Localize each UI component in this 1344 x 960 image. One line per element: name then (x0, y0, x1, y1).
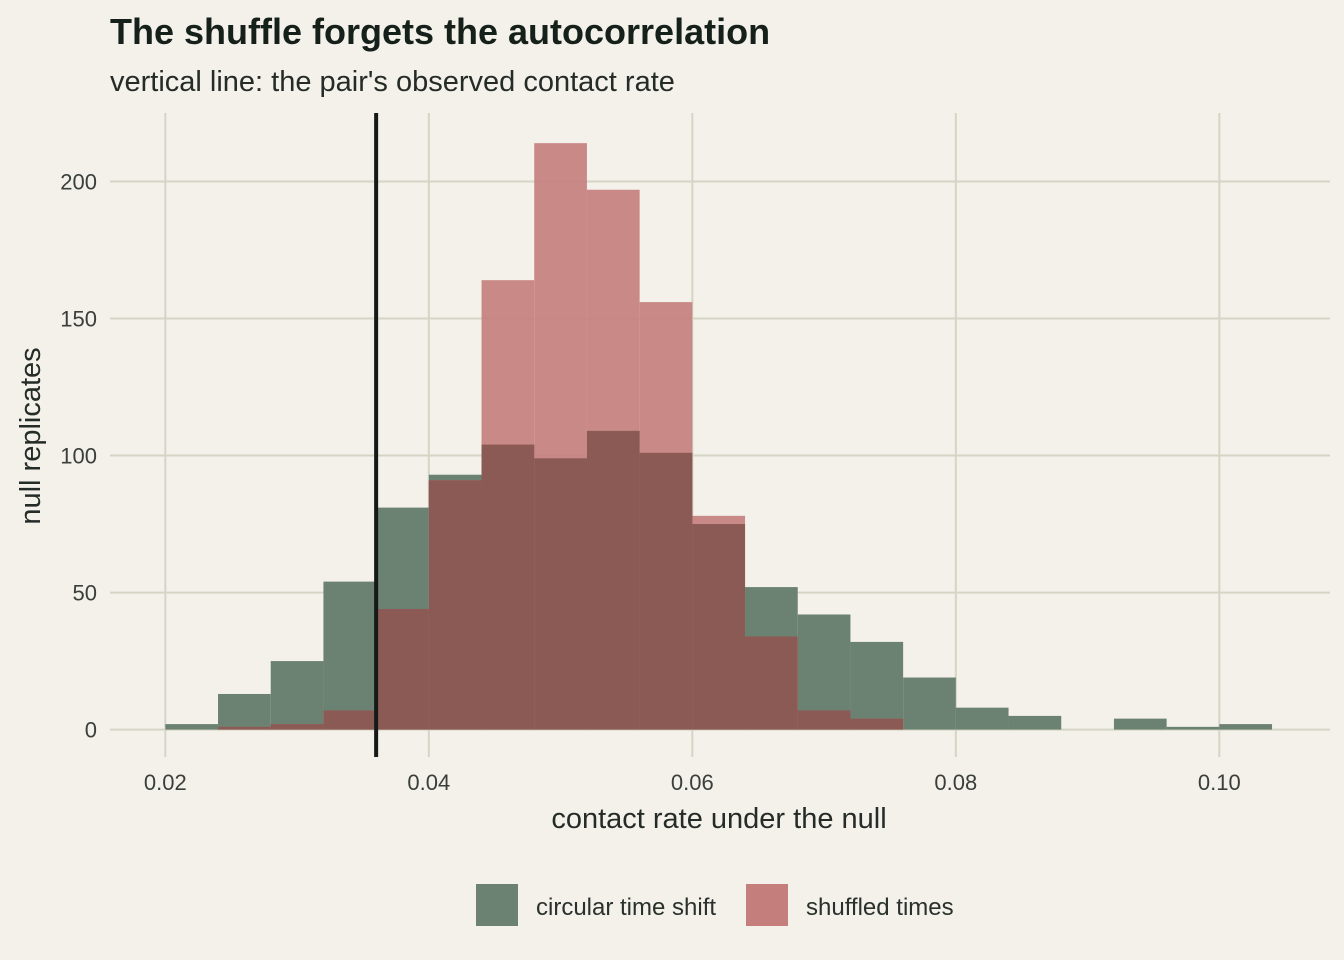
histogram-bar (1113, 718, 1167, 730)
histogram-bar (903, 677, 956, 730)
overlap-bar (376, 609, 429, 730)
overlap-layer (218, 430, 904, 730)
legend-label: shuffled times (806, 894, 954, 921)
x-tick-label: 0.08 (934, 770, 977, 795)
histogram-bar (797, 614, 851, 730)
legend: circular time shift shuffled times (476, 884, 954, 926)
overlap-bar (639, 452, 693, 730)
histogram-bar (1219, 724, 1273, 730)
legend-item: circular time shift (476, 884, 716, 926)
grid (110, 113, 1330, 757)
overlap-bar (534, 458, 587, 730)
histogram-bars (165, 143, 1273, 730)
overlap-bar (270, 724, 324, 730)
y-tick-label: 50 (73, 581, 97, 606)
overlap-bar (797, 710, 851, 730)
legend-swatch (746, 884, 788, 926)
overlap-bar (745, 636, 798, 730)
legend-swatch (476, 884, 518, 926)
histogram-bar (955, 707, 1009, 730)
chart-subtitle: vertical line: the pair's observed conta… (110, 66, 675, 98)
histogram-bar (270, 661, 324, 730)
histogram-bar (850, 641, 904, 730)
y-axis-ticks: 0 50 100 150 200 (60, 170, 97, 743)
overlap-bar (692, 524, 746, 730)
histogram-bar (1008, 715, 1062, 730)
y-tick-label: 150 (60, 307, 97, 332)
overlap-bar (428, 480, 482, 730)
x-axis-ticks: 0.02 0.04 0.06 0.08 0.10 (144, 770, 1241, 795)
x-tick-label: 0.04 (407, 770, 450, 795)
histogram-bar (165, 724, 219, 730)
legend-item: shuffled times (746, 884, 954, 926)
overlap-bar (586, 430, 640, 730)
x-tick-label: 0.06 (671, 770, 714, 795)
x-axis-title: contact rate under the null (551, 803, 886, 835)
overlap-bar (323, 710, 377, 730)
overlap-bar (218, 726, 271, 730)
histogram-bar (218, 693, 271, 730)
y-tick-label: 100 (60, 444, 97, 469)
y-tick-label: 200 (60, 170, 97, 195)
y-axis-title: null replicates (15, 347, 47, 524)
histogram-bar (323, 581, 377, 730)
overlap-bar (481, 444, 535, 730)
y-tick-label: 0 (85, 718, 97, 743)
overlap-bar (850, 718, 904, 730)
histogram-bar (1166, 726, 1220, 730)
chart-title: The shuffle forgets the autocorrelation (110, 11, 770, 52)
legend-label: circular time shift (536, 894, 716, 921)
x-tick-label: 0.02 (144, 770, 187, 795)
x-tick-label: 0.10 (1198, 770, 1241, 795)
